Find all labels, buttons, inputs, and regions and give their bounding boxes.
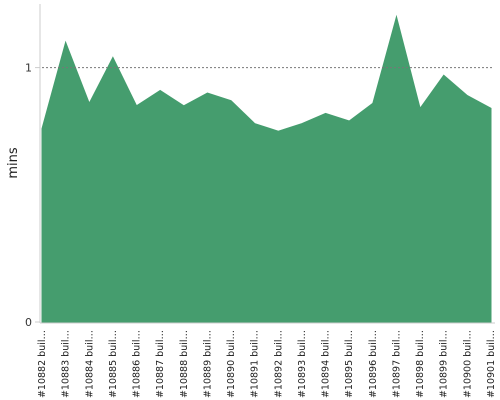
x-tick-label: #10896 buil… [368,330,379,398]
x-tick-label: #10886 buil… [132,330,143,398]
x-tick-label: #10887 buil… [155,330,166,398]
x-tick-label: #10893 buil… [297,330,308,398]
x-tick-label: #10889 buil… [202,330,213,398]
x-tick-label: #10897 buil… [391,330,402,398]
y-axis-title: mins [6,147,21,179]
x-tick-label: #10882 buil… [37,330,48,398]
x-tick-label: #10884 buil… [84,330,95,398]
x-tick-label: #10900 buil… [462,330,473,398]
x-tick-label: #10895 buil… [344,330,355,398]
x-tick-label: #10885 buil… [108,330,119,398]
x-tick-label: #10899 buil… [439,330,450,398]
x-tick-label: #10898 buil… [415,330,426,398]
x-tick-label: #10890 buil… [226,330,237,398]
x-tick-label: #10892 buil… [273,330,284,398]
y-tick-label: 1 [25,62,32,75]
series-area [41,14,492,323]
x-tick-label: #10883 buil… [61,330,72,398]
y-tick-label: 0 [25,316,32,329]
x-tick-label: #10894 buil… [321,330,332,398]
x-tick-label: #10888 buil… [179,330,190,398]
x-tick-label: #10891 buil… [250,330,261,398]
x-tick-label: #10901 buil… [486,330,497,398]
